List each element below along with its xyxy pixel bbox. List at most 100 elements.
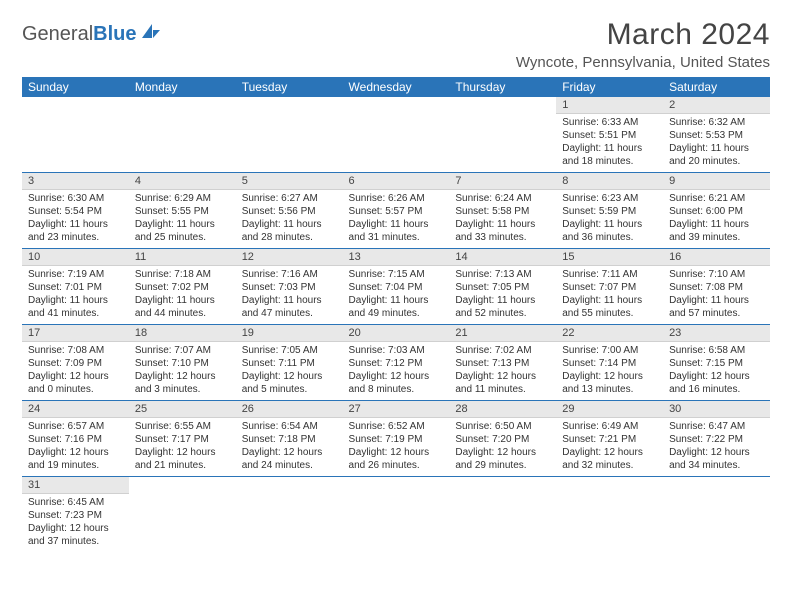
calendar-week: 24 Sunrise: 6:57 AMSunset: 7:16 PM Dayligh… (22, 401, 770, 477)
calendar-cell (449, 477, 556, 553)
calendar-week: 31Sunrise: 6:45 AMSunset: 7:23 PMDayligh… (22, 477, 770, 553)
day-line: Daylight: 12 hours (455, 446, 550, 459)
day-line: Sunrise: 7:03 AM (349, 344, 444, 357)
day-line: and 44 minutes. (135, 307, 230, 320)
day-line: Sunrise: 6:58 AM (669, 344, 764, 357)
day-data: Sunrise: 7:18 AMSunset: 7:02 PMDaylight:… (129, 266, 236, 324)
day-line: Daylight: 11 hours (349, 294, 444, 307)
day-line: and 19 minutes. (28, 459, 123, 472)
day-data: Sunrise: 7:08 AMSunset: 7:09 PMDaylight:… (22, 342, 129, 400)
day-line: Daylight: 12 hours (669, 446, 764, 459)
day-number: 26 (236, 401, 343, 418)
day-line: Sunrise: 6:55 AM (135, 420, 230, 433)
day-line: and 29 minutes. (455, 459, 550, 472)
day-line: Daylight: 11 hours (562, 142, 657, 155)
calendar-cell: 31Sunrise: 6:45 AMSunset: 7:23 PMDayligh… (22, 477, 129, 553)
day-line: Daylight: 11 hours (28, 218, 123, 231)
day-line: and 47 minutes. (242, 307, 337, 320)
day-data: Sunrise: 6:58 AMSunset: 7:15 PMDaylight:… (663, 342, 770, 400)
day-line: and 31 minutes. (349, 231, 444, 244)
day-number: 28 (449, 401, 556, 418)
day-line: and 20 minutes. (669, 155, 764, 168)
calendar-week: 1Sunrise: 6:33 AMSunset: 5:51 PMDaylight… (22, 97, 770, 173)
calendar-cell: 9Sunrise: 6:21 AMSunset: 6:00 PMDaylight… (663, 173, 770, 249)
day-line: Sunrise: 6:54 AM (242, 420, 337, 433)
day-line: Daylight: 11 hours (135, 294, 230, 307)
day-number: 17 (22, 325, 129, 342)
day-line: Sunrise: 7:05 AM (242, 344, 337, 357)
day-number: 31 (22, 477, 129, 494)
day-number: 3 (22, 173, 129, 190)
day-line: and 28 minutes. (242, 231, 337, 244)
day-line: Sunset: 5:53 PM (669, 129, 764, 142)
day-line: Daylight: 12 hours (242, 446, 337, 459)
day-data: Sunrise: 6:21 AMSunset: 6:00 PMDaylight:… (663, 190, 770, 248)
day-line: Sunset: 7:14 PM (562, 357, 657, 370)
calendar-cell: 30Sunrise: 6:47 AMSunset: 7:22 PMDayligh… (663, 401, 770, 477)
day-data: Sunrise: 6:27 AMSunset: 5:56 PMDaylight:… (236, 190, 343, 248)
calendar-week: 17Sunrise: 7:08 AMSunset: 7:09 PMDayligh… (22, 325, 770, 401)
day-header: Sunday (22, 77, 129, 97)
calendar-cell: 1Sunrise: 6:33 AMSunset: 5:51 PMDaylight… (556, 97, 663, 173)
day-line: Sunrise: 6:24 AM (455, 192, 550, 205)
day-line: Sunset: 7:02 PM (135, 281, 230, 294)
calendar-cell: 11Sunrise: 7:18 AMSunset: 7:02 PMDayligh… (129, 249, 236, 325)
day-line: Sunset: 7:16 PM (28, 433, 123, 446)
day-number: 19 (236, 325, 343, 342)
day-line: Sunrise: 6:21 AM (669, 192, 764, 205)
day-data: Sunrise: 7:15 AMSunset: 7:04 PMDaylight:… (343, 266, 450, 324)
day-line: Sunset: 7:18 PM (242, 433, 337, 446)
day-number: 14 (449, 249, 556, 266)
day-line: Sunrise: 6:32 AM (669, 116, 764, 129)
header: GeneralBlue March 2024 Wyncote, Pennsylv… (22, 18, 770, 71)
calendar-cell: 24Sunrise: 6:57 AMSunset: 7:16 PMDayligh… (22, 401, 129, 477)
day-line: Sunset: 7:21 PM (562, 433, 657, 446)
day-header: Wednesday (343, 77, 450, 97)
day-line: and 16 minutes. (669, 383, 764, 396)
sail-icon (140, 22, 162, 46)
day-number: 30 (663, 401, 770, 418)
day-data: Sunrise: 6:30 AMSunset: 5:54 PMDaylight:… (22, 190, 129, 248)
day-header: Monday (129, 77, 236, 97)
day-data: Sunrise: 7:00 AMSunset: 7:14 PMDaylight:… (556, 342, 663, 400)
day-line: Daylight: 11 hours (455, 294, 550, 307)
day-line: Daylight: 12 hours (242, 370, 337, 383)
day-number: 12 (236, 249, 343, 266)
calendar-cell: 4Sunrise: 6:29 AMSunset: 5:55 PMDaylight… (129, 173, 236, 249)
day-number: 5 (236, 173, 343, 190)
day-line: Sunset: 7:23 PM (28, 509, 123, 522)
calendar-cell: 18Sunrise: 7:07 AMSunset: 7:10 PMDayligh… (129, 325, 236, 401)
day-data: Sunrise: 7:03 AMSunset: 7:12 PMDaylight:… (343, 342, 450, 400)
day-number: 22 (556, 325, 663, 342)
day-header: Friday (556, 77, 663, 97)
day-line: Sunrise: 6:29 AM (135, 192, 230, 205)
day-line: Daylight: 11 hours (562, 294, 657, 307)
day-line: and 39 minutes. (669, 231, 764, 244)
day-number: 9 (663, 173, 770, 190)
day-line: and 0 minutes. (28, 383, 123, 396)
day-line: Daylight: 12 hours (28, 370, 123, 383)
day-line: and 49 minutes. (349, 307, 444, 320)
logo-text-2: Blue (93, 23, 136, 46)
day-line: and 21 minutes. (135, 459, 230, 472)
day-line: Daylight: 12 hours (455, 370, 550, 383)
day-line: Sunset: 7:05 PM (455, 281, 550, 294)
day-line: Sunrise: 6:57 AM (28, 420, 123, 433)
day-data: Sunrise: 6:26 AMSunset: 5:57 PMDaylight:… (343, 190, 450, 248)
day-number: 23 (663, 325, 770, 342)
day-header: Saturday (663, 77, 770, 97)
day-line: and 3 minutes. (135, 383, 230, 396)
day-number: 24 (22, 401, 129, 418)
calendar-cell: 27Sunrise: 6:52 AMSunset: 7:19 PMDayligh… (343, 401, 450, 477)
day-line: and 36 minutes. (562, 231, 657, 244)
day-line: Daylight: 12 hours (669, 370, 764, 383)
day-header: Thursday (449, 77, 556, 97)
calendar-cell (22, 97, 129, 173)
day-number: 29 (556, 401, 663, 418)
logo: GeneralBlue (22, 22, 162, 46)
day-number: 25 (129, 401, 236, 418)
calendar-cell: 29Sunrise: 6:49 AMSunset: 7:21 PMDayligh… (556, 401, 663, 477)
day-header-row: Sunday Monday Tuesday Wednesday Thursday… (22, 77, 770, 97)
day-line: Sunrise: 7:07 AM (135, 344, 230, 357)
day-number: 4 (129, 173, 236, 190)
